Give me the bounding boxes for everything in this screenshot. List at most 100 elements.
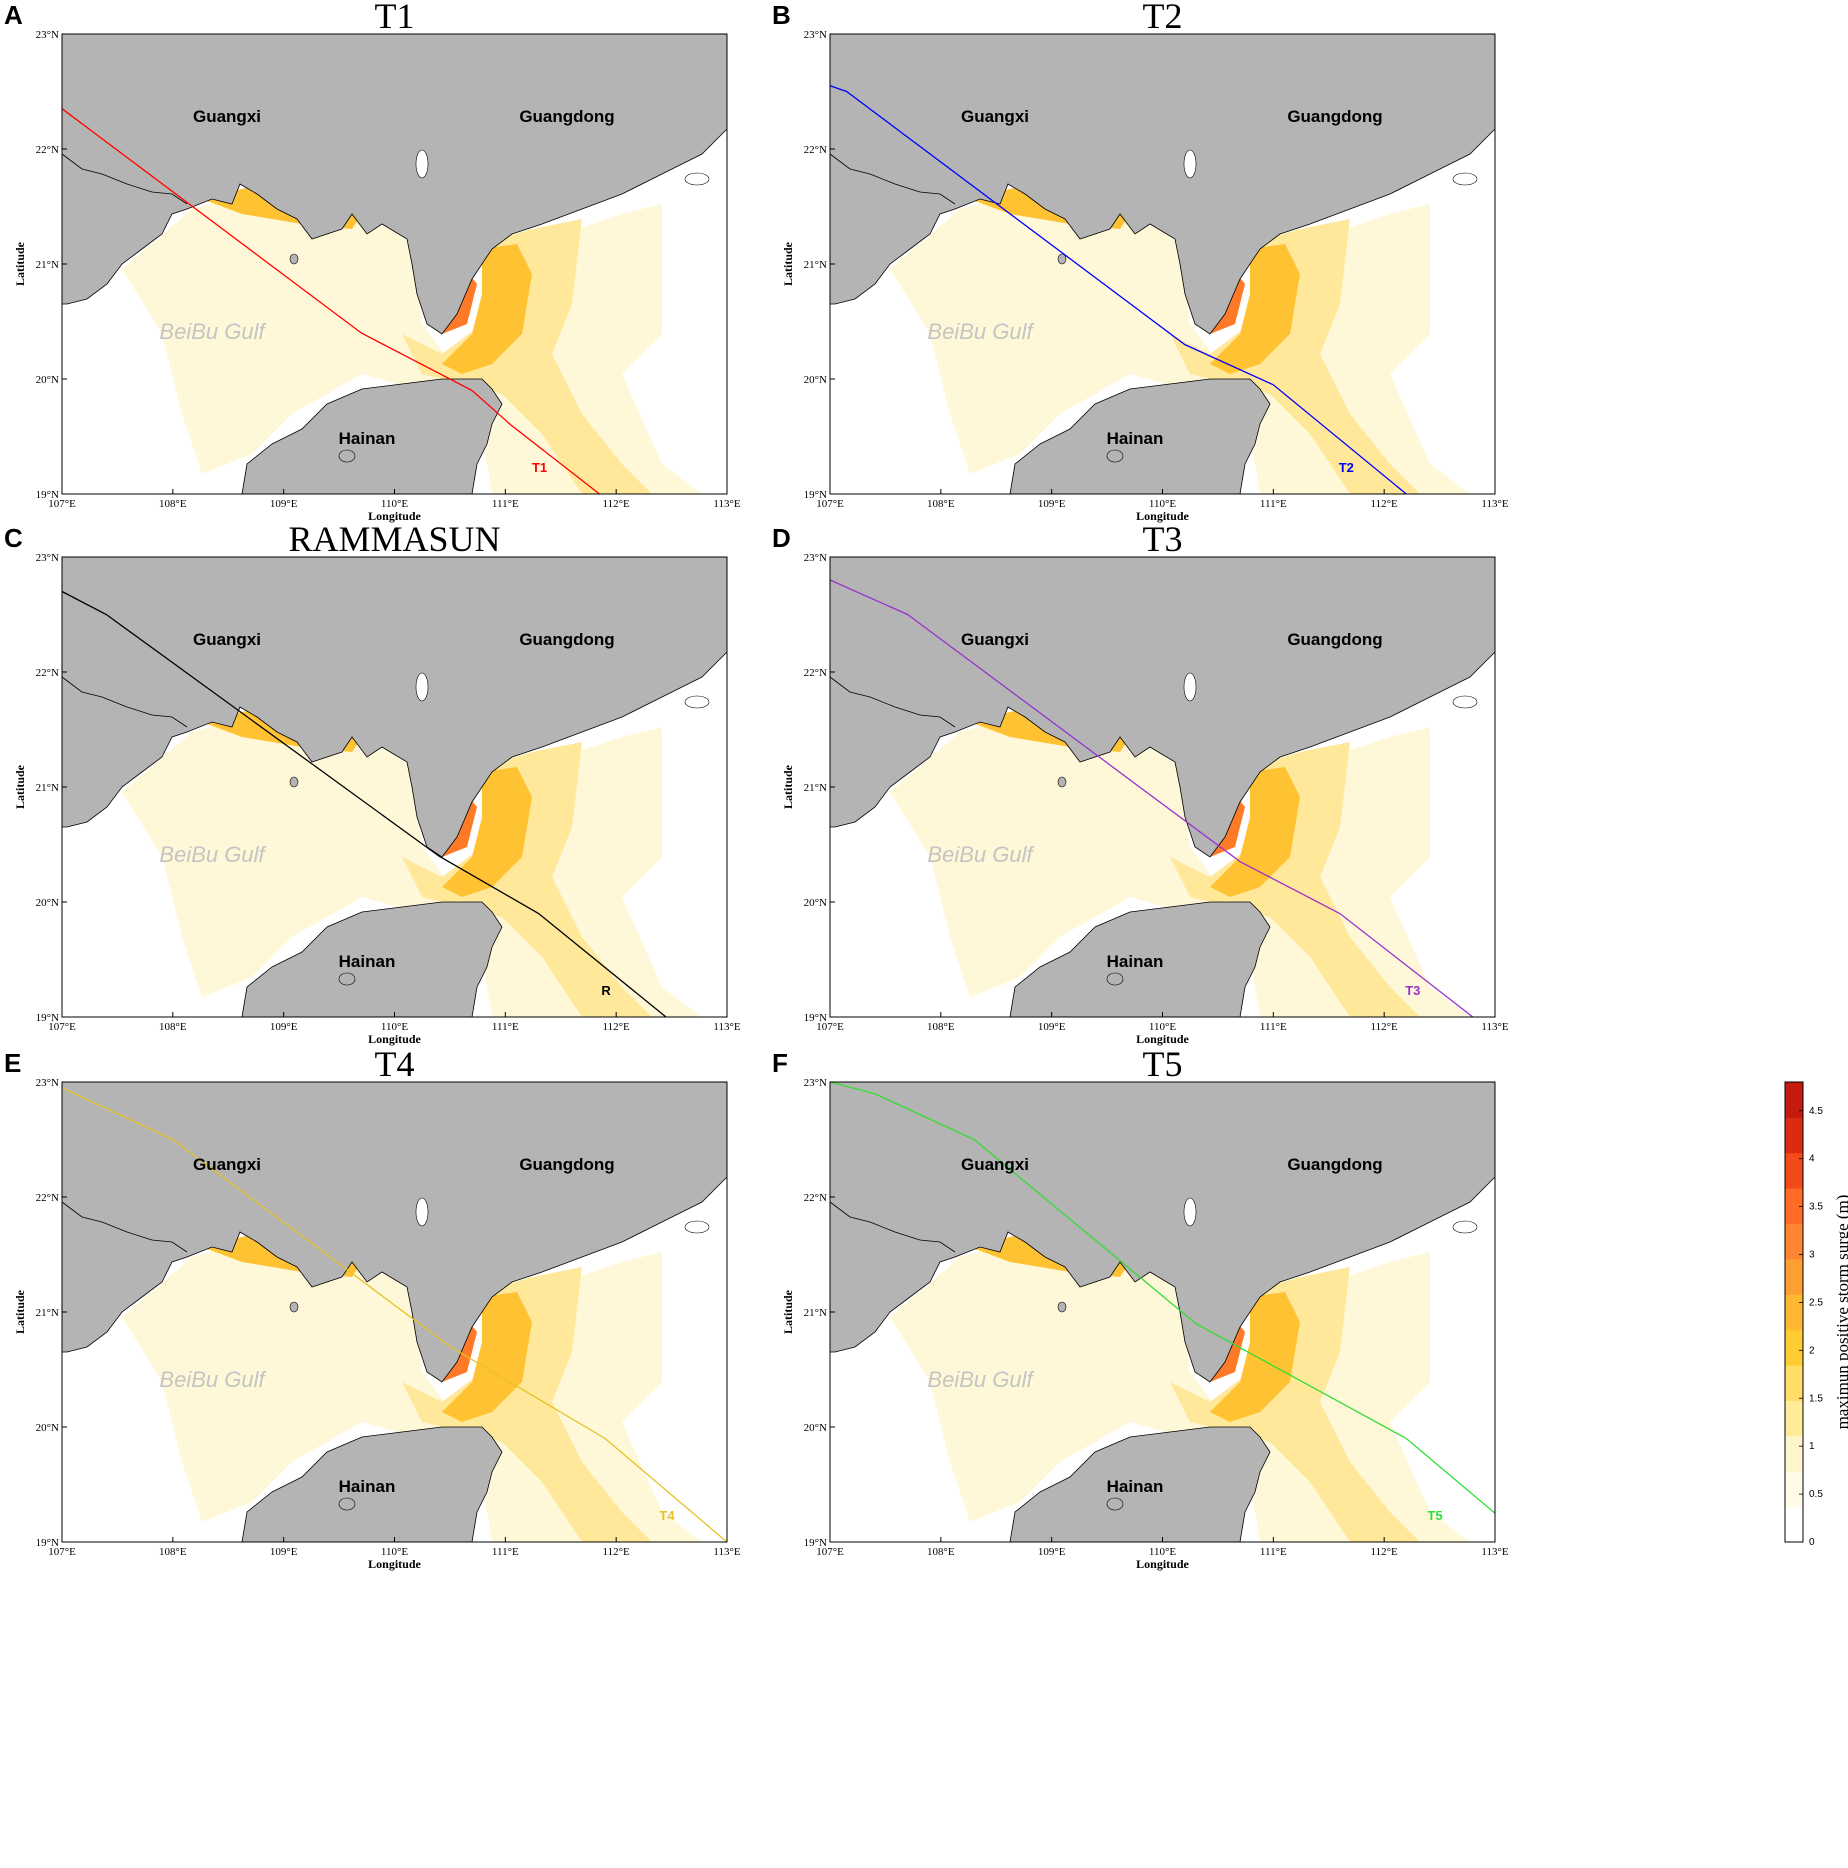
y-tick-label: 23°N <box>804 29 827 41</box>
colorbar-tick-label: 0.5 <box>1809 1489 1823 1500</box>
x-tick-label: 111°E <box>1260 498 1287 510</box>
panel-letter: E <box>4 1048 21 1078</box>
label-beibu-gulf: BeiBu Gulf <box>159 319 267 344</box>
x-tick-label: 107°E <box>816 498 844 510</box>
colorbar-tick-label: 1 <box>1809 1441 1815 1452</box>
y-tick-label: 23°N <box>804 552 827 564</box>
colorbar-tick-label: 3.5 <box>1809 1202 1823 1213</box>
surge-area-high <box>442 767 532 897</box>
y-tick-label: 19°N <box>36 1012 59 1024</box>
x-tick-label: 109°E <box>1038 498 1066 510</box>
x-tick-label: 111°E <box>492 498 519 510</box>
x-tick-label: 109°E <box>1038 1546 1066 1558</box>
colorbar-tick-label: 1.5 <box>1809 1393 1823 1404</box>
colorbar-label: maximun positive storm surge (m) <box>1833 1195 1848 1430</box>
y-axis-label: Latitude <box>781 241 795 286</box>
x-tick-label: 112°E <box>603 1021 630 1033</box>
track-label: R <box>601 983 611 998</box>
x-tick-label: 109°E <box>1038 1021 1066 1033</box>
surge-area-mid <box>402 219 652 494</box>
colorbar-segment <box>1785 1471 1803 1508</box>
panel-title: T4 <box>375 1044 415 1084</box>
y-tick-label: 20°N <box>804 374 827 386</box>
y-tick-label: 21°N <box>804 259 827 271</box>
track-label: T2 <box>1339 460 1354 475</box>
label-hainan: Hainan <box>1107 952 1164 971</box>
y-tick-label: 23°N <box>804 1077 827 1089</box>
colorbar-frame <box>1784 1081 1804 1543</box>
y-tick-label: 22°N <box>804 1192 827 1204</box>
x-tick-label: 112°E <box>603 1546 630 1558</box>
x-tick-label: 109°E <box>270 498 298 510</box>
x-tick-label: 108°E <box>927 498 955 510</box>
y-tick-label: 19°N <box>804 489 827 501</box>
colorbar-tick-label: 2 <box>1809 1345 1815 1356</box>
x-tick-label: 110°E <box>1149 498 1176 510</box>
colorbar-segment <box>1785 1435 1803 1472</box>
x-tick-label: 108°E <box>159 1021 187 1033</box>
x-tick-label: 109°E <box>270 1021 298 1033</box>
colorbar-segment <box>1785 1294 1803 1331</box>
colorbar-segment <box>1785 1117 1803 1154</box>
colorbar-segment <box>1785 1082 1803 1118</box>
colorbar-segment <box>1785 1188 1803 1225</box>
surge-area-mid <box>402 742 652 1017</box>
surge-area-mid <box>1170 742 1420 1017</box>
y-tick-label: 19°N <box>36 1537 59 1549</box>
map-panel-c: Guangxi Guangdong Hainan BeiBu Gulf R 107°E 10… <box>4 519 741 1046</box>
colorbar-segment <box>1785 1400 1803 1437</box>
y-tick-label: 22°N <box>36 144 59 156</box>
label-hainan: Hainan <box>339 429 396 448</box>
x-tick-label: 112°E <box>1371 1546 1398 1558</box>
y-tick-label: 22°N <box>804 667 827 679</box>
y-tick-label: 21°N <box>804 782 827 794</box>
x-tick-label: 111°E <box>492 1546 519 1558</box>
label-guangdong: Guangdong <box>519 107 614 126</box>
surge-area-high <box>1210 244 1300 374</box>
typhoon-track <box>61 108 600 495</box>
x-axis-label: Longitude <box>1136 509 1189 523</box>
panel-title: T1 <box>375 0 415 36</box>
surge-area-high <box>1210 767 1300 897</box>
x-axis-label: Longitude <box>1136 1032 1189 1046</box>
typhoon-track <box>61 590 667 1018</box>
x-axis-label: Longitude <box>368 1032 421 1046</box>
y-axis-label: Latitude <box>13 241 27 286</box>
x-tick-label: 108°E <box>159 498 187 510</box>
x-tick-label: 110°E <box>1149 1021 1176 1033</box>
colorbar-tick-label: 3 <box>1809 1250 1815 1261</box>
x-axis-label: Longitude <box>368 509 421 523</box>
surge-area-high <box>442 244 532 374</box>
panel-letter: A <box>4 0 23 30</box>
label-guangxi: Guangxi <box>961 1155 1029 1174</box>
label-beibu-gulf: BeiBu Gulf <box>159 1367 267 1392</box>
panel-letter: D <box>772 523 791 553</box>
x-tick-label: 111°E <box>1260 1546 1287 1558</box>
x-tick-label: 113°E <box>1481 1021 1508 1033</box>
x-tick-label: 107°E <box>816 1546 844 1558</box>
surge-area-high <box>442 1292 532 1422</box>
label-hainan: Hainan <box>1107 1477 1164 1496</box>
label-guangdong: Guangdong <box>519 1155 614 1174</box>
label-hainan: Hainan <box>1107 429 1164 448</box>
surge-area-mid <box>402 1267 652 1542</box>
colorbar-tick-label: 2.5 <box>1809 1297 1823 1308</box>
colorbar-segment <box>1785 1506 1803 1543</box>
label-beibu-gulf: BeiBu Gulf <box>927 842 1035 867</box>
x-tick-label: 110°E <box>1149 1546 1176 1558</box>
x-tick-label: 108°E <box>927 1546 955 1558</box>
x-tick-label: 110°E <box>381 1546 408 1558</box>
x-tick-label: 111°E <box>492 1021 519 1033</box>
y-tick-label: 19°N <box>36 489 59 501</box>
panel-letter: B <box>772 0 791 30</box>
x-tick-label: 110°E <box>381 1021 408 1033</box>
track-label: T4 <box>659 1508 675 1523</box>
label-beibu-gulf: BeiBu Gulf <box>927 319 1035 344</box>
x-tick-label: 113°E <box>1481 498 1508 510</box>
colorbar-segment <box>1785 1223 1803 1260</box>
label-guangdong: Guangdong <box>1287 107 1382 126</box>
label-hainan: Hainan <box>339 952 396 971</box>
